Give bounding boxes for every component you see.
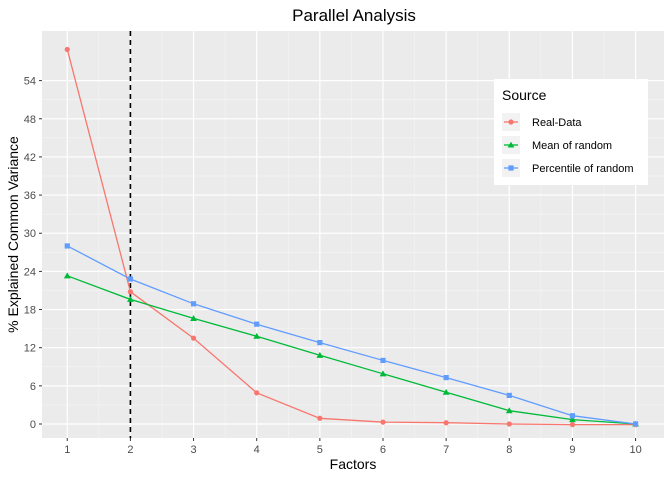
data-point xyxy=(64,46,70,53)
series-percentile-of-random xyxy=(64,243,639,427)
series-line xyxy=(67,275,636,425)
y-tick-label: 24 xyxy=(24,266,36,278)
y-tick-label: 42 xyxy=(24,152,36,164)
data-point xyxy=(443,420,449,426)
chart-title: Parallel Analysis xyxy=(292,6,416,25)
series-line xyxy=(66,245,636,425)
data-point xyxy=(505,407,513,414)
data-point xyxy=(380,419,386,425)
data-point xyxy=(569,416,576,423)
x-tick-label: 1 xyxy=(64,444,70,456)
x-tick-label: 2 xyxy=(127,444,133,456)
y-tick-label: 0 xyxy=(30,419,36,431)
data-point xyxy=(254,321,260,327)
series-line xyxy=(66,49,636,426)
data-point xyxy=(254,390,260,396)
y-tick-label: 18 xyxy=(24,305,36,317)
x-tick-label: 9 xyxy=(569,444,575,456)
y-tick-label: 30 xyxy=(24,228,36,240)
data-point xyxy=(442,388,450,395)
data-point xyxy=(506,421,512,427)
legend-key-marker xyxy=(508,119,514,125)
legend-key-marker xyxy=(508,165,514,171)
data-point xyxy=(127,276,134,282)
data-point xyxy=(253,332,261,339)
data-point xyxy=(632,421,639,427)
x-tick-label: 5 xyxy=(317,444,323,456)
x-axis-title: Factors xyxy=(330,456,377,472)
data-point xyxy=(64,243,70,249)
legend: Source Real-Data Mean of random Percentile… xyxy=(494,79,648,185)
x-tick-label: 4 xyxy=(254,444,260,456)
y-tick-label: 6 xyxy=(30,381,36,393)
data-point xyxy=(380,357,386,364)
data-point xyxy=(443,374,449,381)
x-tick-label: 10 xyxy=(629,444,641,456)
data-point xyxy=(506,392,512,398)
legend-items: Real-Data Mean of random Percentile of ran… xyxy=(502,113,634,177)
data-point xyxy=(379,370,387,377)
data-point xyxy=(127,289,134,295)
legend-label: Real-Data xyxy=(532,117,582,129)
data-point xyxy=(63,272,71,279)
data-point xyxy=(190,315,197,321)
y-tick-label: 54 xyxy=(24,76,36,88)
data-point xyxy=(190,335,197,341)
series-mean-of-random xyxy=(63,272,639,427)
legend-item: Real-Data xyxy=(502,113,582,131)
y-tick-label: 48 xyxy=(24,114,36,126)
data-point xyxy=(127,295,134,302)
data-point xyxy=(569,422,576,428)
data-point xyxy=(316,351,324,358)
x-tick-label: 8 xyxy=(506,444,512,456)
series-real-data xyxy=(64,46,639,428)
y-tick-label: 12 xyxy=(24,343,36,355)
x-tick-label: 6 xyxy=(380,444,386,456)
data-point xyxy=(569,413,576,419)
x-tick-label: 3 xyxy=(190,444,196,456)
data-point xyxy=(317,415,323,421)
x-tick-label: 7 xyxy=(443,444,449,456)
legend-item: Percentile of random xyxy=(502,159,634,177)
y-tick-label: 36 xyxy=(24,190,36,202)
legend-title: Source xyxy=(502,87,547,103)
legend-item: Mean of random xyxy=(502,136,612,154)
data-point xyxy=(317,340,323,346)
y-axis-title: % Explained Common Variance xyxy=(5,136,21,333)
data-point xyxy=(190,301,197,307)
legend-label: Percentile of random xyxy=(532,163,634,175)
legend-key-marker xyxy=(507,141,515,148)
legend-label: Mean of random xyxy=(532,140,612,152)
series-group xyxy=(63,46,639,428)
